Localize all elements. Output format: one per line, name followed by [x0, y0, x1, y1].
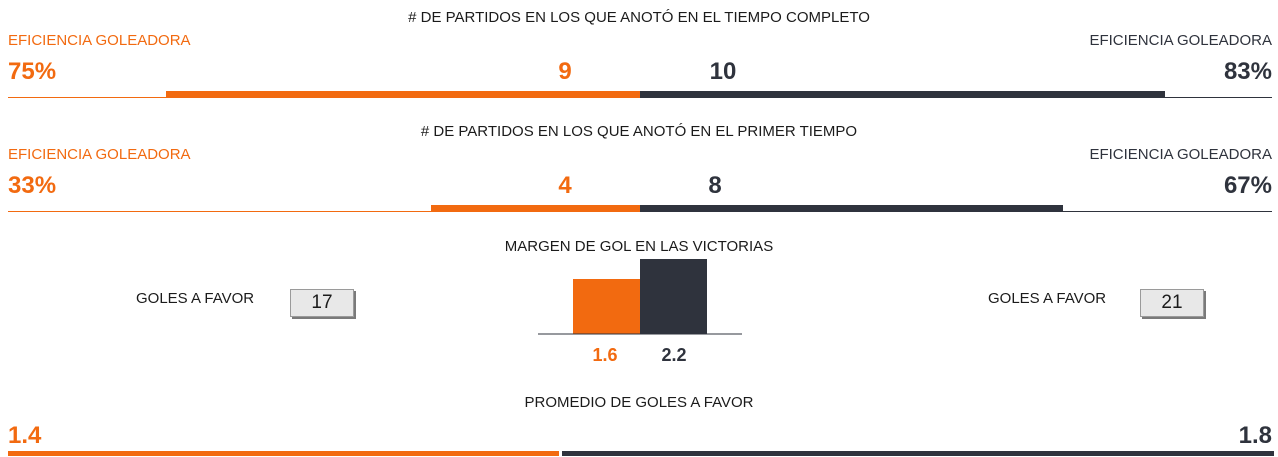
avg-goals-value-away: 1.8: [1238, 422, 1272, 449]
win-margin-value-home: 1.6: [592, 345, 617, 365]
first-half-eff-label-away: EFICIENCIA GOLEADORA: [1089, 146, 1272, 163]
goles-a-favor-label-home: GOLES A FAVOR: [136, 290, 255, 307]
full-time-eff-home: 75%: [8, 58, 57, 85]
full-time-eff-bar-home: [166, 91, 640, 97]
first-half-count-away: 8: [708, 172, 722, 199]
full-time-eff-away: 83%: [1223, 58, 1272, 85]
full-time-title: # DE PARTIDOS EN LOS QUE ANOTÓ EN EL TIE…: [408, 9, 870, 26]
full-time-eff-label-home: EFICIENCIA GOLEADORA: [8, 32, 191, 49]
first-half-count-home: 4: [558, 172, 572, 199]
first-half-track-home: [8, 211, 640, 212]
first-half-eff-home: 33%: [8, 172, 57, 199]
win-margin-title: MARGEN DE GOL EN LAS VICTORIAS: [504, 238, 774, 255]
first-half-eff-away: 67%: [1223, 172, 1272, 199]
avg-goals-value-home: 1.4: [8, 422, 42, 449]
first-half-eff-bar-away: [640, 205, 1063, 211]
full-time-track-away: [640, 97, 1272, 98]
win-margin-bar-away: [640, 259, 707, 334]
win-margin-bar-home: [573, 279, 640, 334]
first-half-eff-bar-home: [431, 205, 640, 211]
full-time-eff-bar-away: [640, 91, 1165, 97]
first-half-title: # DE PARTIDOS EN LOS QUE ANOTÓ EN EL PRI…: [420, 123, 858, 140]
avg-goals-bar-away: [562, 451, 1274, 456]
full-time-count-home: 9: [558, 58, 572, 85]
avg-goals-bar-home: [8, 451, 559, 456]
goles-a-favor-box-away: 21: [1140, 289, 1204, 317]
goles-a-favor-label-away: GOLES A FAVOR: [988, 290, 1107, 307]
full-time-track-home: [8, 97, 640, 98]
first-half-eff-label-home: EFICIENCIA GOLEADORA: [8, 146, 191, 163]
full-time-count-away: 10: [709, 58, 737, 85]
full-time-eff-label-away: EFICIENCIA GOLEADORA: [1089, 32, 1272, 49]
goles-a-favor-box-home: 17: [290, 289, 354, 317]
win-margin-value-away: 2.2: [661, 345, 686, 365]
win-margin-chart: 1.6 2.2: [538, 259, 742, 365]
first-half-track-away: [640, 211, 1272, 212]
avg-goals-title: PROMEDIO DE GOLES A FAVOR: [524, 394, 754, 411]
